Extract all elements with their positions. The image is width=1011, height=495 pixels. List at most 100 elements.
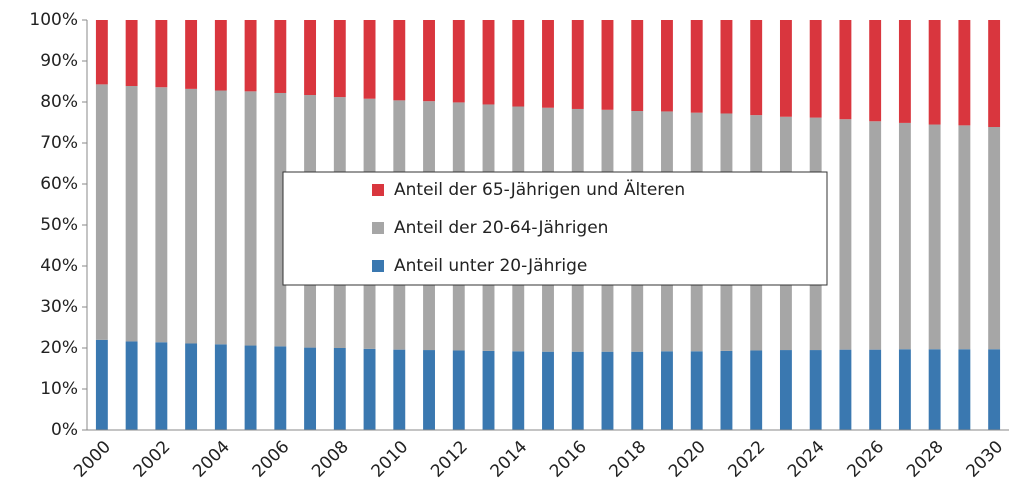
y-tick-label: 60% [40,174,78,194]
bar-segment [244,345,257,430]
bar-segment [155,87,168,343]
x-tick-label: 2004 [189,437,234,482]
bar-segment [779,350,792,430]
bar-segment [214,344,227,430]
bar-segment [304,20,317,96]
x-tick-label: 2002 [130,437,175,482]
legend-label: Anteil der 20-64-Jährigen [394,218,608,238]
bar-segment [214,20,227,91]
bar-segment [571,351,584,430]
bar-segment [423,20,435,102]
bar-segment [542,20,554,108]
bar-segment [95,339,108,430]
bar-segment [958,349,971,430]
bar-segment [898,349,911,430]
bar-segment [631,20,644,112]
x-tick-label: 2026 [843,437,888,482]
bar-segment [512,351,525,430]
bar-segment [601,20,614,110]
bar-segment [898,20,911,123]
bar-segment [363,20,376,99]
bar-segment [869,121,882,350]
bar-segment [244,20,257,92]
bar-segment [333,348,346,430]
bar-segment [423,350,435,430]
y-tick-label: 50% [40,215,78,235]
x-tick-label: 2018 [606,437,651,482]
x-tick-label: 2012 [427,437,472,482]
x-tick-label: 2028 [903,437,948,482]
bar-segment [720,350,733,430]
bar-segment [809,20,822,118]
bar-segment [393,349,406,430]
bar-segment [333,20,346,98]
legend-swatch [372,184,384,196]
bar-segment [839,349,852,430]
bar-segment [274,346,287,430]
bar-segment [125,20,138,87]
bar-segment [750,350,763,430]
bar-segment [928,349,941,430]
bar-segment [958,125,971,350]
bar-segment [185,88,198,344]
bar-segment [809,350,822,430]
legend-swatch [372,260,384,272]
x-tick-label: 2010 [368,437,413,482]
bar-segment [631,351,644,430]
x-tick-label: 2024 [784,437,829,482]
x-tick-label: 2016 [546,437,591,482]
bar-segment [155,20,168,88]
bar-segment [274,92,287,347]
bar-segment [155,342,168,430]
y-tick-label: 100% [29,10,78,30]
bar-segment [720,20,733,114]
bar-segment [512,20,525,107]
bar-segment [95,84,108,340]
x-tick-label: 2008 [308,437,353,482]
bar-segment [185,20,198,89]
bar-segment [661,351,673,430]
y-tick-label: 20% [40,338,78,358]
bar-segment [482,350,495,430]
x-tick-label: 2020 [665,437,710,482]
bar-segment [690,351,703,430]
y-tick-label: 0% [51,420,78,440]
y-tick-label: 70% [40,133,78,153]
bar-segment [571,20,584,109]
bar-segment [779,20,792,117]
bar-segment [988,20,1001,128]
bar-segment [988,127,1001,350]
legend-label: Anteil unter 20-Jährige [394,256,587,276]
bar-segment [452,20,465,103]
x-tick-label: 2014 [487,437,532,482]
y-tick-label: 40% [40,256,78,276]
bar-segment [839,119,852,350]
x-tick-label: 2022 [725,437,770,482]
bar-segment [363,348,376,430]
bar-segment [958,20,971,126]
x-tick-label: 2030 [962,437,1007,482]
bar-segment [661,20,673,112]
bar-segment [304,347,317,430]
bar-segment [185,343,198,430]
bar-segment [690,20,703,113]
bar-segment [482,20,495,105]
bar-segment [928,20,941,125]
bar-segment [542,351,554,430]
bar-segment [869,20,882,122]
y-tick-label: 80% [40,92,78,112]
bar-segment [452,350,465,430]
y-tick-label: 90% [40,51,78,71]
bar-segment [244,91,257,346]
bar-segment [125,341,138,430]
legend: Anteil der 65-Jährigen und Älteren Anteil… [282,171,828,286]
bar-segment [750,20,763,116]
bar-segment [869,349,882,430]
legend-swatch [372,222,384,234]
bar-segment [95,20,108,85]
bar-segment [214,90,227,345]
bar-segment [274,20,287,93]
bar-segment [898,122,911,350]
y-tick-label: 30% [40,297,78,317]
